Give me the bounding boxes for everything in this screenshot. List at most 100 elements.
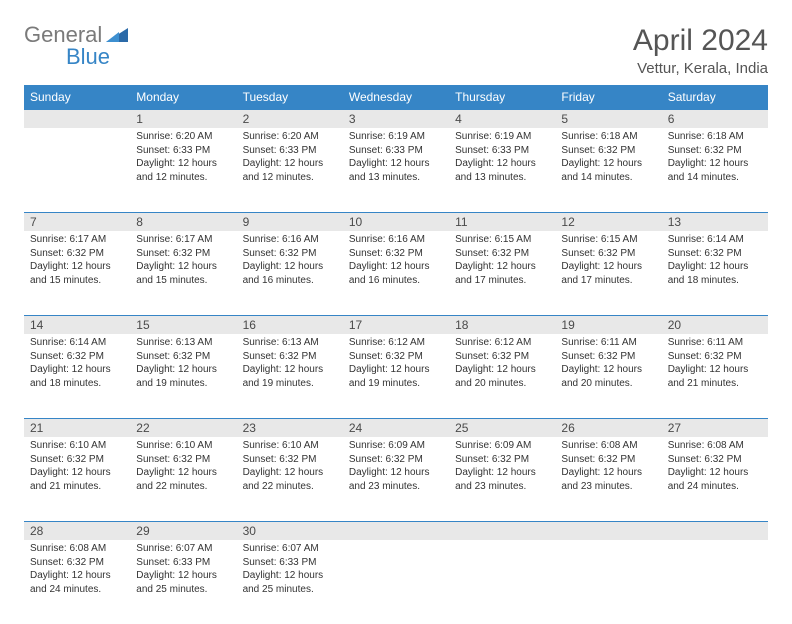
detail-line: Sunrise: 6:16 AM — [243, 233, 337, 247]
daynum-cell: 23 — [237, 419, 343, 438]
detail-line: Sunset: 6:32 PM — [30, 350, 124, 364]
daynum-cell: 4 — [449, 110, 555, 129]
day-number: 17 — [343, 316, 449, 334]
day-cell: Sunrise: 6:13 AMSunset: 6:32 PMDaylight:… — [130, 334, 236, 419]
daynum-cell: 15 — [130, 316, 236, 335]
detail-line: Sunrise: 6:15 AM — [455, 233, 549, 247]
detail-line: Sunset: 6:32 PM — [561, 350, 655, 364]
detail-line: and 21 minutes. — [668, 377, 762, 391]
day-number: 10 — [343, 213, 449, 231]
daynum-row: 78910111213 — [24, 213, 768, 232]
header: GeneralBlue April 2024 Vettur, Kerala, I… — [24, 24, 768, 77]
detail-line: and 14 minutes. — [561, 171, 655, 185]
day-cell: Sunrise: 6:18 AMSunset: 6:32 PMDaylight:… — [662, 128, 768, 213]
daynum-cell — [555, 522, 661, 541]
day-number: 6 — [662, 110, 768, 128]
detail-line: Sunset: 6:33 PM — [136, 556, 230, 570]
detail-line: Daylight: 12 hours — [561, 157, 655, 171]
weekday-header: Sunday — [24, 85, 130, 110]
day-number: 13 — [662, 213, 768, 231]
detail-line: Sunset: 6:32 PM — [136, 247, 230, 261]
day-details — [662, 540, 768, 546]
day-cell — [343, 540, 449, 624]
detail-line: Sunset: 6:32 PM — [243, 453, 337, 467]
day-number: 5 — [555, 110, 661, 128]
detail-line: Sunrise: 6:16 AM — [349, 233, 443, 247]
detail-line: Daylight: 12 hours — [668, 157, 762, 171]
detail-line: Daylight: 12 hours — [243, 363, 337, 377]
detail-line: Sunrise: 6:18 AM — [668, 130, 762, 144]
day-cell: Sunrise: 6:19 AMSunset: 6:33 PMDaylight:… — [449, 128, 555, 213]
weekday-header: Saturday — [662, 85, 768, 110]
day-cell: Sunrise: 6:12 AMSunset: 6:32 PMDaylight:… — [449, 334, 555, 419]
day-number: 9 — [237, 213, 343, 231]
detail-line: Daylight: 12 hours — [243, 569, 337, 583]
day-number: 2 — [237, 110, 343, 128]
day-number — [343, 522, 449, 526]
day-details — [24, 128, 130, 134]
day-cell: Sunrise: 6:12 AMSunset: 6:32 PMDaylight:… — [343, 334, 449, 419]
day-cell: Sunrise: 6:10 AMSunset: 6:32 PMDaylight:… — [130, 437, 236, 522]
day-number: 14 — [24, 316, 130, 334]
detail-line: Daylight: 12 hours — [455, 363, 549, 377]
daynum-row: 14151617181920 — [24, 316, 768, 335]
day-details: Sunrise: 6:14 AMSunset: 6:32 PMDaylight:… — [662, 231, 768, 291]
detail-line: Sunset: 6:33 PM — [243, 556, 337, 570]
day-cell: Sunrise: 6:17 AMSunset: 6:32 PMDaylight:… — [24, 231, 130, 316]
day-details: Sunrise: 6:16 AMSunset: 6:32 PMDaylight:… — [343, 231, 449, 291]
detail-line: Sunset: 6:32 PM — [668, 453, 762, 467]
detail-line: Sunrise: 6:10 AM — [243, 439, 337, 453]
day-number: 27 — [662, 419, 768, 437]
detail-line: Sunset: 6:32 PM — [455, 247, 549, 261]
detail-line: and 19 minutes. — [243, 377, 337, 391]
day-cell: Sunrise: 6:13 AMSunset: 6:32 PMDaylight:… — [237, 334, 343, 419]
detail-line: Sunset: 6:33 PM — [136, 144, 230, 158]
day-cell: Sunrise: 6:20 AMSunset: 6:33 PMDaylight:… — [237, 128, 343, 213]
weekday-header: Tuesday — [237, 85, 343, 110]
weekday-header: Friday — [555, 85, 661, 110]
day-number: 29 — [130, 522, 236, 540]
daynum-cell: 5 — [555, 110, 661, 129]
day-cell: Sunrise: 6:16 AMSunset: 6:32 PMDaylight:… — [343, 231, 449, 316]
day-details: Sunrise: 6:11 AMSunset: 6:32 PMDaylight:… — [662, 334, 768, 394]
detail-line: Sunrise: 6:15 AM — [561, 233, 655, 247]
detail-line: Sunrise: 6:17 AM — [30, 233, 124, 247]
detail-line: Sunset: 6:32 PM — [561, 144, 655, 158]
daynum-cell — [662, 522, 768, 541]
day-cell: Sunrise: 6:11 AMSunset: 6:32 PMDaylight:… — [555, 334, 661, 419]
detail-line: and 23 minutes. — [561, 480, 655, 494]
detail-line: Sunrise: 6:20 AM — [136, 130, 230, 144]
day-cell: Sunrise: 6:07 AMSunset: 6:33 PMDaylight:… — [130, 540, 236, 624]
day-details: Sunrise: 6:12 AMSunset: 6:32 PMDaylight:… — [449, 334, 555, 394]
daynum-row: 21222324252627 — [24, 419, 768, 438]
day-details: Sunrise: 6:19 AMSunset: 6:33 PMDaylight:… — [449, 128, 555, 188]
detail-line: Daylight: 12 hours — [243, 466, 337, 480]
detail-line: Daylight: 12 hours — [349, 157, 443, 171]
daynum-cell: 13 — [662, 213, 768, 232]
daynum-cell: 22 — [130, 419, 236, 438]
day-details: Sunrise: 6:20 AMSunset: 6:33 PMDaylight:… — [237, 128, 343, 188]
daynum-cell: 27 — [662, 419, 768, 438]
day-number: 3 — [343, 110, 449, 128]
daynum-cell: 11 — [449, 213, 555, 232]
detail-line: Daylight: 12 hours — [349, 466, 443, 480]
day-number: 7 — [24, 213, 130, 231]
logo: GeneralBlue — [24, 24, 128, 68]
detail-line: Daylight: 12 hours — [243, 157, 337, 171]
day-cell — [662, 540, 768, 624]
day-cell: Sunrise: 6:08 AMSunset: 6:32 PMDaylight:… — [662, 437, 768, 522]
daynum-cell: 17 — [343, 316, 449, 335]
detail-line: Sunset: 6:32 PM — [455, 453, 549, 467]
content-row: Sunrise: 6:17 AMSunset: 6:32 PMDaylight:… — [24, 231, 768, 316]
detail-line: and 17 minutes. — [455, 274, 549, 288]
daynum-cell: 10 — [343, 213, 449, 232]
day-number: 30 — [237, 522, 343, 540]
day-details: Sunrise: 6:08 AMSunset: 6:32 PMDaylight:… — [662, 437, 768, 497]
day-number: 21 — [24, 419, 130, 437]
day-details: Sunrise: 6:20 AMSunset: 6:33 PMDaylight:… — [130, 128, 236, 188]
detail-line: and 16 minutes. — [243, 274, 337, 288]
detail-line: and 23 minutes. — [349, 480, 443, 494]
detail-line: Sunset: 6:32 PM — [243, 350, 337, 364]
day-details: Sunrise: 6:09 AMSunset: 6:32 PMDaylight:… — [449, 437, 555, 497]
page-title: April 2024 — [633, 24, 768, 58]
